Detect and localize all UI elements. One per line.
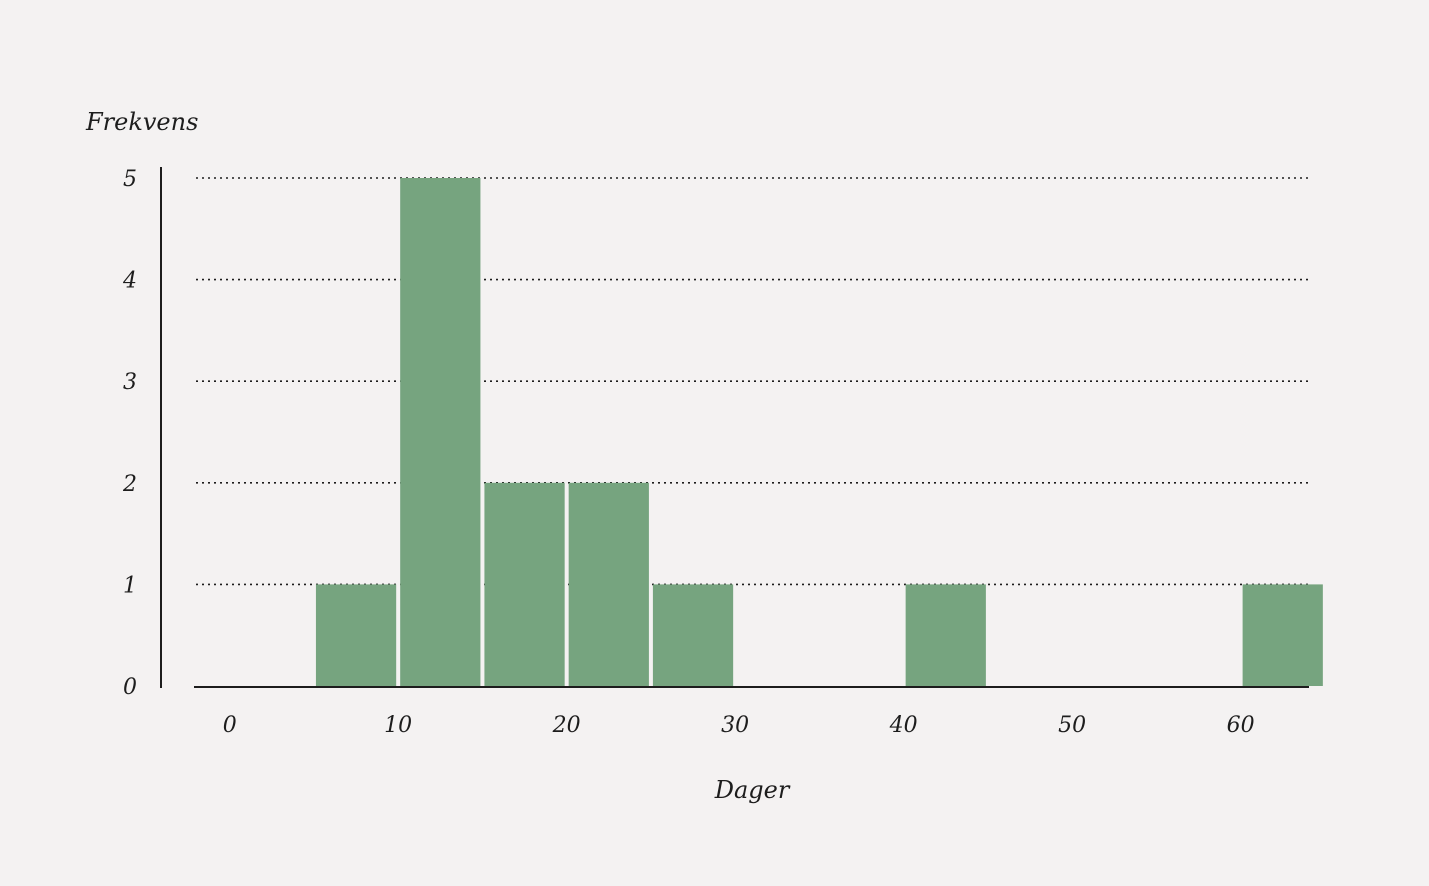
bar-5-10	[315, 584, 397, 686]
y-tick-label: 2	[122, 472, 137, 497]
gridlines	[196, 177, 1308, 586]
x-tick-label: 20	[552, 713, 581, 738]
x-tick-label: 0	[223, 713, 237, 738]
x-tick-label: 40	[889, 713, 918, 738]
y-tick-label: 4	[122, 269, 137, 294]
bar-60-65	[1242, 584, 1323, 686]
bar-10-15	[400, 178, 481, 686]
x-tick-label: 10	[384, 713, 412, 738]
bar-25-30	[652, 584, 734, 686]
y-tick-label: 0	[123, 675, 137, 700]
y-axis-title: Frekvens	[85, 108, 198, 136]
x-axis-title: Dager	[714, 776, 791, 804]
x-tick-labels: 0 10 20 30 40 50 60	[223, 713, 1255, 738]
y-tick-labels: 0 1 2 3 4 5	[122, 167, 137, 700]
y-tick-label: 1	[123, 573, 137, 598]
x-tick-label: 50	[1058, 713, 1086, 738]
bars	[315, 178, 1323, 686]
y-tick-label: 3	[123, 370, 137, 395]
bar-40-45	[905, 584, 986, 686]
bar-20-25	[568, 482, 649, 686]
axes	[160, 167, 1309, 688]
y-tick-label: 5	[123, 167, 137, 192]
bar-15-20	[484, 482, 565, 686]
x-tick-label: 60	[1227, 713, 1255, 738]
x-tick-label: 30	[721, 713, 749, 738]
